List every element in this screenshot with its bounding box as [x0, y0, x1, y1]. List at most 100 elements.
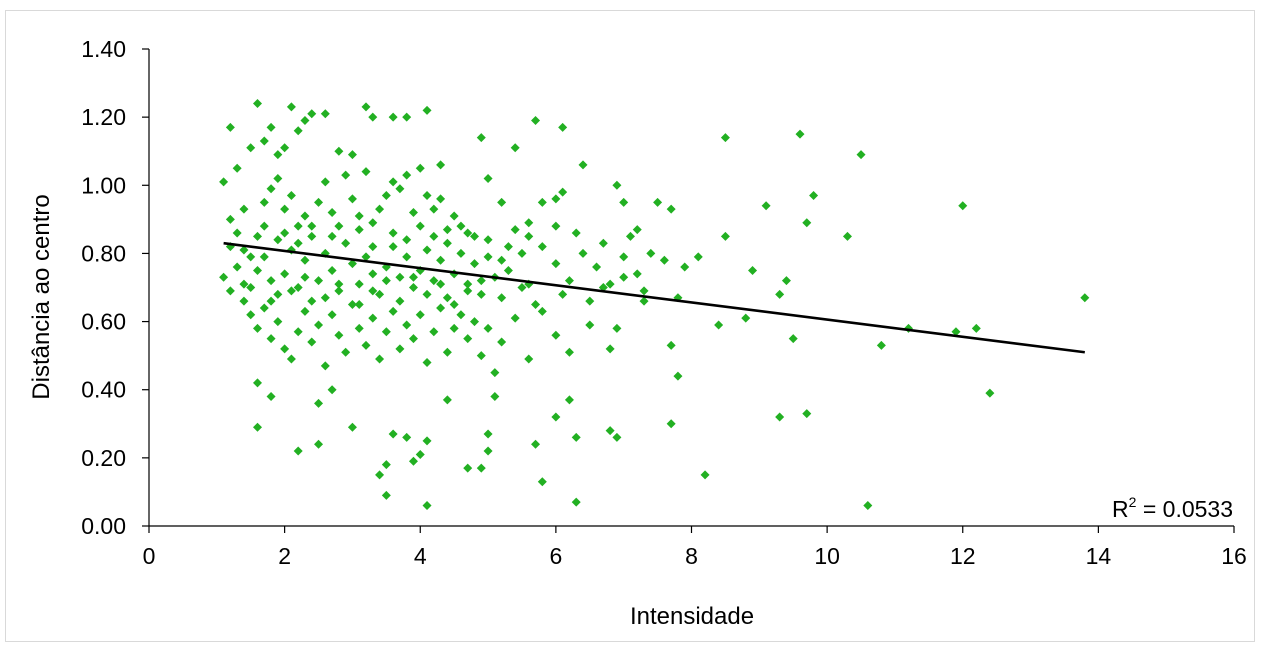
data-point [239, 204, 249, 214]
data-point [476, 289, 486, 299]
data-point [470, 231, 479, 241]
data-point [605, 344, 615, 354]
data-point [320, 361, 330, 371]
data-point [463, 463, 473, 473]
data-point [246, 310, 256, 320]
data-point [842, 231, 852, 241]
data-point [300, 255, 310, 265]
data-point [293, 221, 303, 231]
data-point [286, 102, 296, 112]
data-point [483, 446, 493, 456]
data-point [442, 225, 452, 235]
data-point [673, 371, 683, 381]
data-point [293, 283, 303, 292]
data-point [300, 211, 310, 221]
data-point [388, 306, 398, 316]
data-point [395, 344, 405, 354]
y-tick-label: 0.00 [81, 513, 126, 539]
data-point [354, 300, 364, 310]
data-point [456, 310, 466, 320]
data-point [720, 133, 730, 143]
data-point [273, 235, 283, 245]
data-point [856, 150, 866, 160]
data-point [361, 340, 371, 350]
data-point [408, 456, 418, 466]
data-point [388, 228, 398, 238]
data-point [286, 354, 296, 364]
data-point [408, 272, 418, 282]
data-point [266, 392, 276, 402]
data-point [232, 163, 242, 173]
data-point [354, 323, 364, 333]
data-point [449, 211, 459, 221]
data-point [381, 490, 391, 500]
data-point [239, 245, 249, 255]
data-point [442, 293, 452, 303]
data-point [402, 432, 412, 442]
data-point [476, 351, 486, 361]
data-point [537, 197, 547, 207]
data-point [429, 276, 439, 286]
data-point [225, 286, 235, 296]
data-point [483, 173, 493, 183]
data-point [381, 327, 391, 337]
data-point [571, 432, 581, 442]
data-point [483, 252, 493, 262]
data-point [748, 265, 758, 275]
data-point [531, 439, 541, 449]
data-point [517, 248, 527, 258]
data-point [578, 248, 588, 258]
data-point [334, 146, 344, 156]
data-point [388, 112, 398, 122]
data-point [266, 184, 276, 194]
data-point [347, 422, 357, 432]
data-point [293, 327, 303, 337]
y-tick-label: 1.20 [81, 104, 126, 130]
data-point [436, 303, 446, 313]
data-point [280, 204, 290, 214]
data-point [537, 306, 547, 316]
data-point [388, 429, 398, 439]
data-point [239, 296, 249, 306]
data-point [761, 201, 771, 211]
data-point [368, 269, 378, 279]
data-point [266, 276, 276, 286]
data-point [632, 269, 642, 279]
data-point [442, 347, 452, 357]
data-point [422, 289, 432, 299]
data-point [300, 272, 310, 282]
data-point [334, 279, 344, 289]
data-point [361, 167, 371, 177]
data-point [361, 252, 371, 262]
data-point [347, 150, 357, 160]
data-point [300, 306, 310, 316]
data-point [388, 177, 398, 187]
data-point [436, 194, 446, 204]
r-squared-label: R2 = 0.0533 [1112, 494, 1233, 522]
data-point [470, 317, 479, 327]
data-point [253, 265, 262, 275]
data-point [408, 283, 418, 292]
data-point [971, 323, 981, 333]
data-point [253, 99, 262, 109]
data-point [436, 255, 446, 265]
data-point [985, 388, 995, 398]
data-point [341, 170, 351, 180]
data-point [442, 238, 452, 248]
y-tick-label: 0.60 [81, 309, 126, 335]
data-point [368, 313, 378, 323]
data-point [700, 470, 710, 480]
x-tick-label: 6 [549, 543, 562, 569]
data-point [225, 214, 235, 224]
data-point [395, 272, 405, 282]
data-point [293, 126, 303, 136]
data-point [408, 334, 418, 344]
x-tick-label: 0 [143, 543, 156, 569]
data-point [463, 286, 473, 296]
data-point [470, 259, 479, 269]
data-point [286, 191, 296, 201]
data-point [307, 109, 317, 119]
data-point [680, 262, 690, 272]
data-point [639, 286, 649, 296]
data-point [395, 296, 405, 306]
